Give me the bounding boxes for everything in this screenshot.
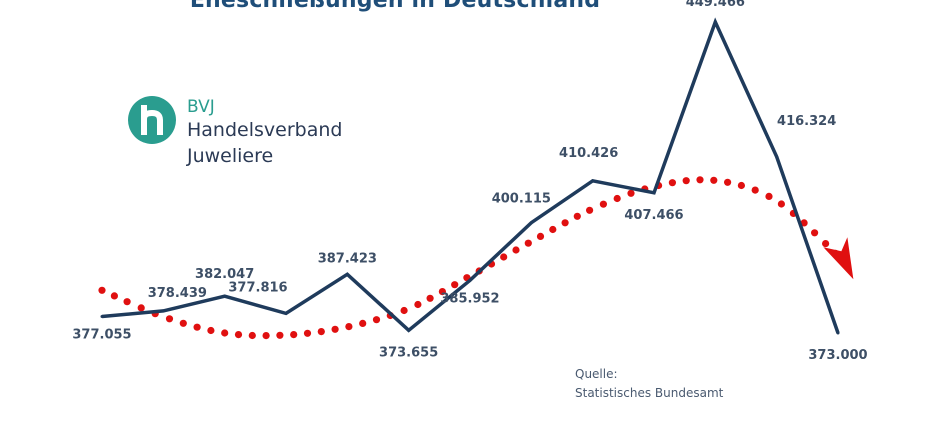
data-label: 387.423 bbox=[318, 251, 377, 266]
trend-dot bbox=[359, 319, 367, 327]
trend-dot bbox=[451, 281, 459, 289]
trend-dot bbox=[737, 181, 746, 190]
trend-dot bbox=[426, 294, 434, 302]
data-point bbox=[284, 311, 288, 315]
data-point bbox=[775, 155, 779, 159]
trend-dot bbox=[400, 306, 408, 315]
data-point bbox=[529, 221, 533, 225]
trend-dot bbox=[800, 219, 808, 227]
data-label: 377.816 bbox=[228, 280, 287, 295]
data-label: 416.324 bbox=[777, 114, 836, 129]
trend-dot bbox=[414, 300, 422, 309]
trend-dot bbox=[536, 232, 545, 240]
data-label: 407.466 bbox=[624, 208, 683, 223]
trend-dot bbox=[262, 332, 270, 340]
trend-dot bbox=[777, 200, 786, 208]
trend-arrowhead bbox=[823, 237, 854, 280]
data-point bbox=[836, 331, 840, 335]
data-label: 373.000 bbox=[808, 348, 867, 363]
data-point bbox=[591, 179, 595, 183]
data-label: 373.655 bbox=[379, 345, 438, 360]
trend-dot bbox=[696, 176, 704, 184]
trend-dot bbox=[682, 177, 690, 185]
trend-dot bbox=[586, 206, 594, 214]
data-point bbox=[713, 20, 717, 24]
trend-dot bbox=[98, 286, 106, 294]
trend-dot bbox=[123, 298, 131, 306]
logo-abbr: BVJ bbox=[187, 97, 215, 117]
logo-line-2: Juweliere bbox=[187, 145, 274, 167]
trend-dot bbox=[221, 329, 229, 337]
trend-dot bbox=[193, 323, 201, 331]
data-point bbox=[407, 328, 411, 332]
data-label: 385.952 bbox=[440, 291, 499, 306]
data-label: 410.426 bbox=[559, 146, 618, 161]
trend-dot bbox=[627, 189, 635, 197]
trend-dot bbox=[561, 219, 569, 227]
trend-dot bbox=[751, 186, 759, 194]
trend-dot bbox=[331, 325, 339, 333]
trend-dot bbox=[438, 288, 446, 296]
trend-dot bbox=[248, 331, 256, 340]
trend-dotted-line bbox=[98, 176, 854, 340]
trend-dot bbox=[822, 240, 830, 248]
trend-dot bbox=[573, 212, 581, 220]
trend-dot bbox=[668, 179, 677, 187]
data-point bbox=[345, 272, 349, 276]
data-label: 400.115 bbox=[492, 192, 551, 207]
logo-line-1: Handelsverband bbox=[187, 119, 343, 141]
chart-title: Eheschließungen in Deutschland bbox=[189, 0, 601, 13]
source-label: Quelle: bbox=[575, 367, 618, 381]
trend-dot bbox=[613, 194, 621, 203]
trend-dot bbox=[724, 178, 732, 186]
trend-dot bbox=[276, 331, 284, 339]
trend-dot bbox=[599, 200, 608, 208]
trend-dot bbox=[303, 329, 312, 337]
trend-dot bbox=[290, 331, 298, 339]
source-note: Quelle: Statistisches Bundesamt bbox=[575, 365, 723, 403]
trend-dot bbox=[512, 246, 520, 254]
trend-dot bbox=[372, 316, 381, 324]
trend-dot bbox=[524, 239, 532, 247]
trend-dot bbox=[811, 229, 819, 237]
trend-dot bbox=[345, 323, 353, 331]
trend-dot bbox=[179, 319, 187, 327]
data-label: 377.055 bbox=[72, 328, 131, 343]
trend-dot bbox=[165, 315, 174, 323]
trend-dot bbox=[500, 253, 508, 261]
trend-dot bbox=[234, 331, 243, 339]
data-point bbox=[468, 278, 472, 282]
trend-dot bbox=[317, 328, 325, 336]
bvj-h-logo-icon bbox=[128, 96, 176, 144]
trend-dot bbox=[710, 176, 718, 184]
data-point bbox=[161, 309, 165, 313]
trend-dot bbox=[549, 225, 557, 234]
source-value: Statistisches Bundesamt bbox=[575, 386, 724, 400]
marriages-series-line bbox=[101, 17, 840, 334]
data-point bbox=[100, 315, 104, 319]
trend-dot bbox=[110, 292, 118, 300]
data-point bbox=[652, 191, 656, 195]
data-point bbox=[223, 294, 227, 298]
data-label: 382.047 bbox=[195, 267, 254, 282]
data-label: 378.439 bbox=[148, 286, 207, 301]
data-label: 449.466 bbox=[686, 0, 745, 10]
trend-dot bbox=[207, 326, 215, 335]
trend-dot bbox=[765, 192, 773, 200]
trend-dot bbox=[137, 304, 145, 312]
